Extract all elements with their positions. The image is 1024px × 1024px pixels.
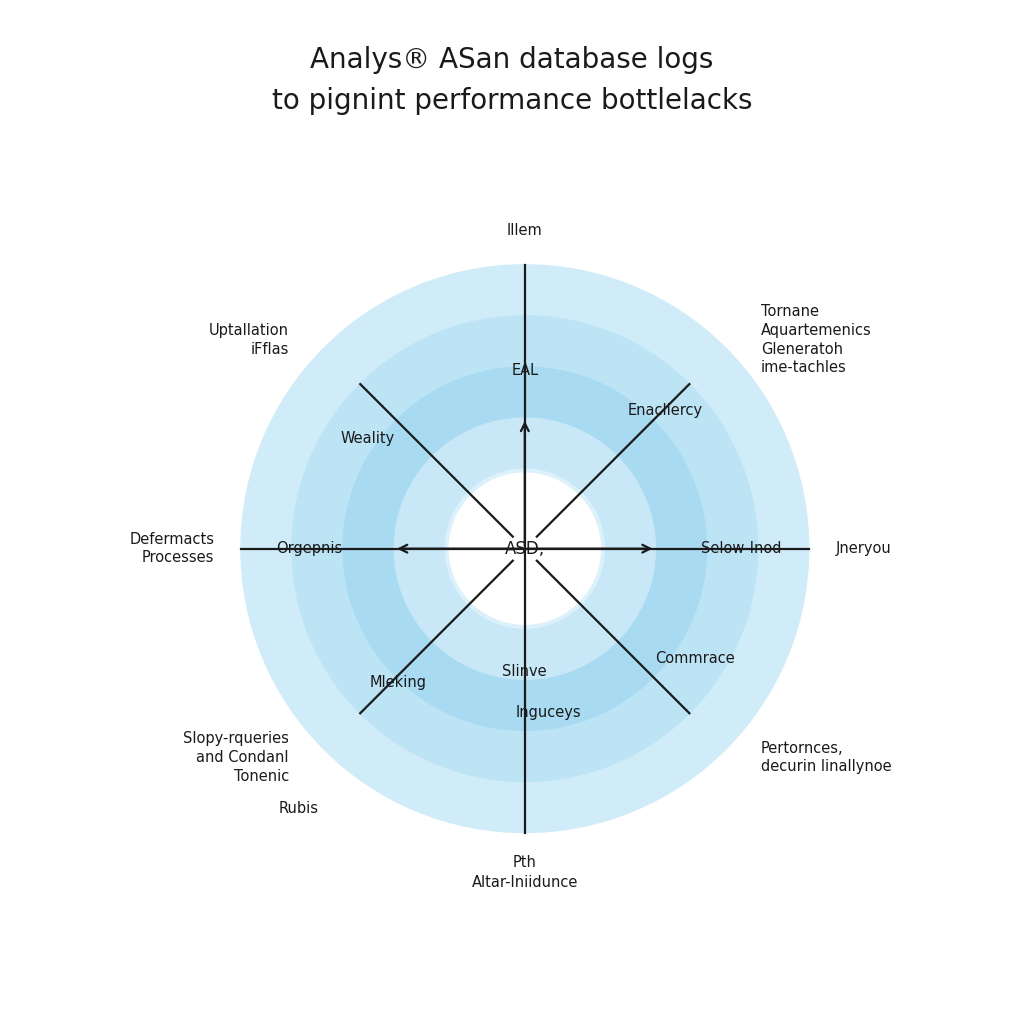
Text: Slopy-rqueries
and Condanl
Tonenic: Slopy-rqueries and Condanl Tonenic <box>183 731 289 783</box>
Circle shape <box>450 473 600 625</box>
Text: Weality: Weality <box>340 431 394 446</box>
Text: Uptallation
iFflas: Uptallation iFflas <box>209 323 289 356</box>
Text: Inguceys: Inguceys <box>516 705 582 720</box>
Circle shape <box>394 418 655 679</box>
Text: Enacliercy: Enacliercy <box>628 403 702 419</box>
Circle shape <box>343 367 707 730</box>
Text: Illem: Illem <box>507 223 543 239</box>
Text: to pignint performance bottlelacks: to pignint performance bottlelacks <box>271 87 753 115</box>
Text: Slinve: Slinve <box>503 664 547 679</box>
Text: Defermacts
Processes: Defermacts Processes <box>129 531 214 565</box>
Text: Orgepnis: Orgepnis <box>276 541 342 556</box>
Text: Tornane
Aquartemenics
Gleneratoh
ime-tachles: Tornane Aquartemenics Gleneratoh ime-tac… <box>761 304 871 375</box>
Text: Selow-Inod: Selow-Inod <box>701 541 782 556</box>
Text: Rubis: Rubis <box>279 801 318 816</box>
Text: EAL: EAL <box>511 364 539 378</box>
Text: Mleking: Mleking <box>370 675 426 690</box>
Circle shape <box>292 315 758 781</box>
Text: Jneryou: Jneryou <box>836 541 891 556</box>
Text: ASD,: ASD, <box>505 540 545 558</box>
Text: Pth: Pth <box>513 855 537 869</box>
Text: Altar-Iniidunce: Altar-Iniidunce <box>472 874 578 890</box>
Text: Commrace: Commrace <box>655 651 735 667</box>
Text: Analys® ASan database logs: Analys® ASan database logs <box>310 46 714 74</box>
Text: Pertornces,
decurin linallynoe: Pertornces, decurin linallynoe <box>761 740 892 774</box>
Circle shape <box>445 469 604 628</box>
Circle shape <box>241 265 809 833</box>
